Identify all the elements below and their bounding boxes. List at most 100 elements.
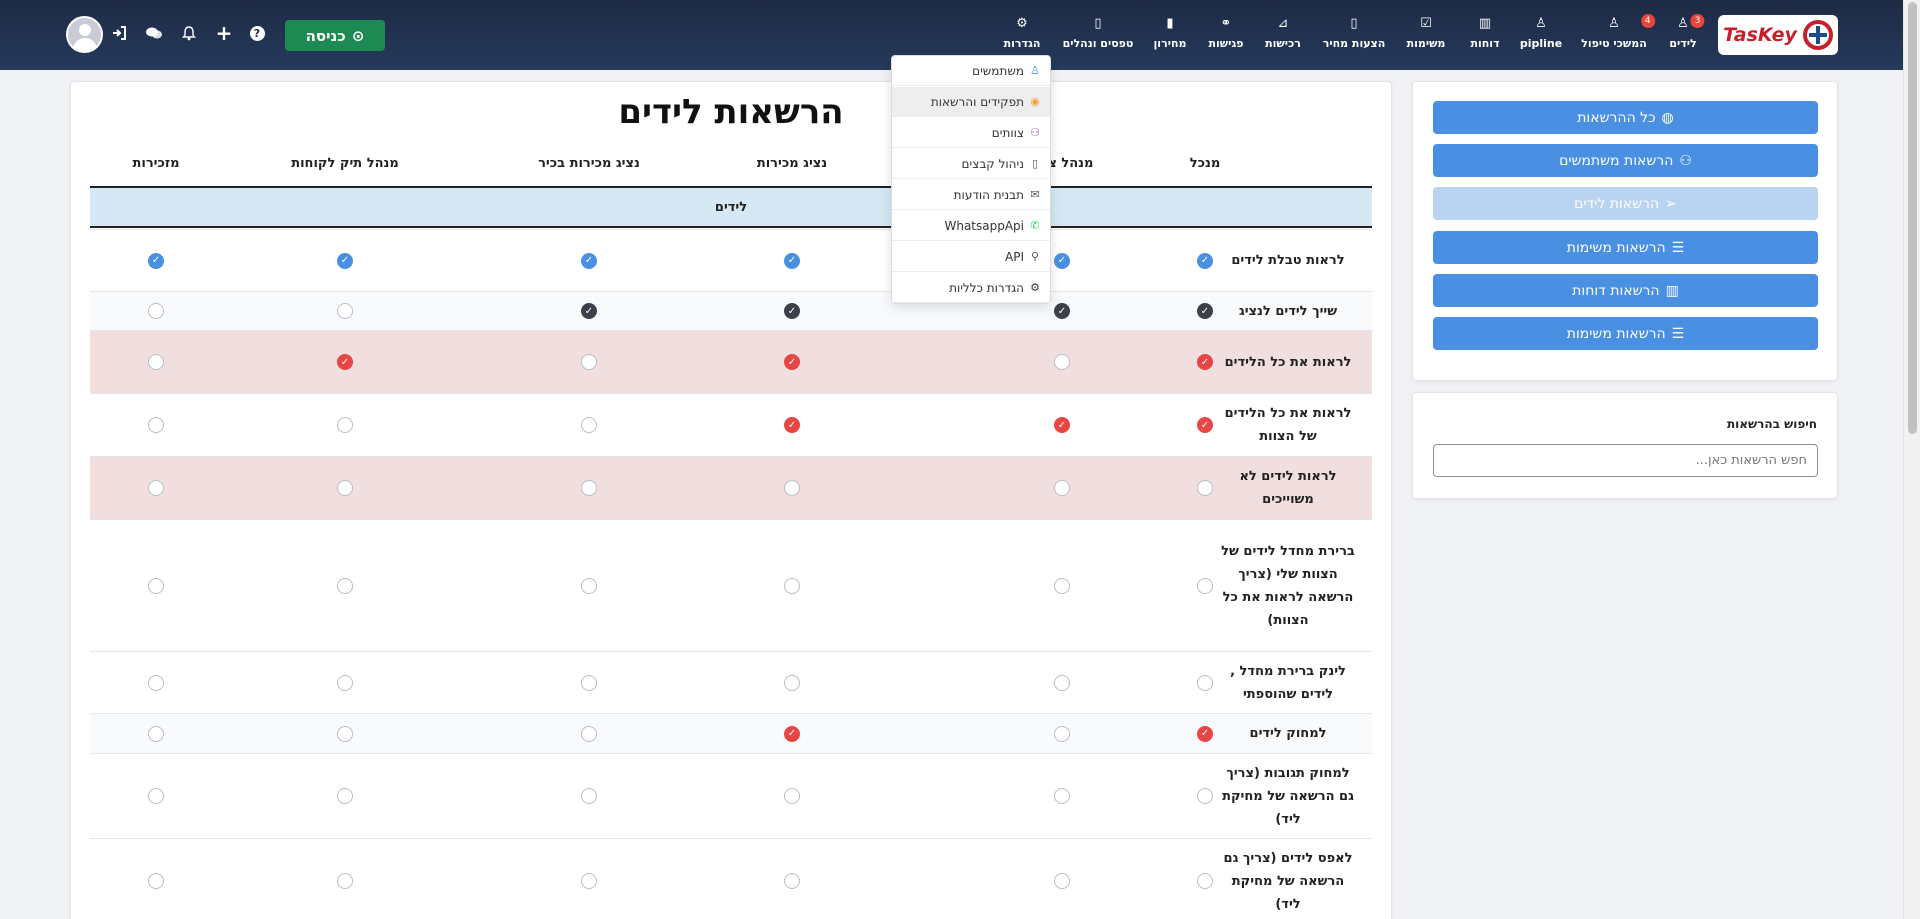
app-logo[interactable]: TasKey bbox=[1718, 15, 1838, 55]
permission-radio-unchecked[interactable] bbox=[1197, 788, 1213, 804]
permission-radio-unchecked[interactable] bbox=[1054, 873, 1070, 889]
permission-radio-unchecked[interactable] bbox=[581, 873, 597, 889]
settings-menu-item[interactable]: ✆ WhatsappApi bbox=[892, 211, 1050, 241]
avatar[interactable] bbox=[66, 16, 103, 53]
enter-button[interactable]: כניסה ⊙ bbox=[285, 20, 385, 51]
permission-radio-unchecked[interactable] bbox=[148, 873, 164, 889]
scrollbar-thumb[interactable] bbox=[1908, 2, 1917, 434]
permission-check-icon[interactable]: ✓ bbox=[1054, 303, 1070, 319]
settings-menu-item[interactable]: ⚲ API bbox=[892, 242, 1050, 272]
permission-radio-unchecked[interactable] bbox=[581, 577, 597, 594]
permission-radio-unchecked[interactable] bbox=[1054, 480, 1070, 496]
nav-item-pipeline[interactable]: ♙ pipline bbox=[1520, 16, 1562, 50]
permission-check-icon[interactable]: ✓ bbox=[784, 725, 800, 742]
permission-radio-unchecked[interactable] bbox=[337, 873, 353, 889]
permission-check-icon[interactable]: ✓ bbox=[1197, 725, 1213, 742]
nav-item-label: טפסים ונהלים bbox=[1062, 37, 1134, 50]
permission-radio-unchecked[interactable] bbox=[784, 577, 800, 594]
permission-check-icon[interactable]: ✓ bbox=[1197, 303, 1213, 319]
permission-radio-unchecked[interactable] bbox=[784, 674, 800, 691]
table-top-divider bbox=[90, 186, 1372, 188]
permission-category-button[interactable]: ☰ הרשאות משימות bbox=[1433, 231, 1818, 264]
permission-category-button[interactable]: ➢ הרשאות לידים bbox=[1433, 187, 1818, 220]
nav-item-purchases[interactable]: ⊿ רכישות bbox=[1265, 16, 1301, 50]
permission-radio-unchecked[interactable] bbox=[581, 417, 597, 433]
permission-check-icon[interactable]: ✓ bbox=[337, 354, 353, 370]
permission-radio-unchecked[interactable] bbox=[784, 480, 800, 496]
permission-radio-unchecked[interactable] bbox=[1054, 674, 1070, 691]
permission-radio-unchecked[interactable] bbox=[148, 354, 164, 370]
permission-radio-unchecked[interactable] bbox=[148, 417, 164, 433]
permission-radio-unchecked[interactable] bbox=[1054, 788, 1070, 804]
nav-item-reports[interactable]: ▥ דוחות bbox=[1470, 16, 1499, 50]
permission-radio-unchecked[interactable] bbox=[148, 674, 164, 691]
nav-item-meetings[interactable]: ⚭ פגישות bbox=[1208, 16, 1243, 50]
permission-radio-unchecked[interactable] bbox=[148, 480, 164, 496]
permission-radio-unchecked[interactable] bbox=[1197, 577, 1213, 594]
permission-check-icon[interactable]: ✓ bbox=[581, 252, 597, 269]
permission-check-icon[interactable]: ✓ bbox=[148, 252, 164, 269]
permission-check-icon[interactable]: ✓ bbox=[784, 303, 800, 319]
nav-item-quotes[interactable]: ▯ הצעות מחיר bbox=[1323, 16, 1386, 50]
permission-radio-unchecked[interactable] bbox=[1054, 725, 1070, 742]
permission-radio-unchecked[interactable] bbox=[337, 674, 353, 691]
permission-radio-unchecked[interactable] bbox=[148, 725, 164, 742]
permission-radio-unchecked[interactable] bbox=[337, 788, 353, 804]
permission-radio-unchecked[interactable] bbox=[148, 577, 164, 594]
permission-radio-unchecked[interactable] bbox=[581, 788, 597, 804]
permission-radio-unchecked[interactable] bbox=[337, 303, 353, 319]
permissions-search-input[interactable] bbox=[1433, 444, 1818, 477]
nav-item-settings[interactable]: ⚙ הגדרות bbox=[1004, 16, 1041, 50]
add-button[interactable]: + bbox=[215, 21, 233, 45]
settings-menu-item[interactable]: ◉ תפקידים והרשאות bbox=[892, 87, 1050, 117]
permission-radio-unchecked[interactable] bbox=[581, 725, 597, 742]
permission-category-button[interactable]: ▥ הרשאות דוחות bbox=[1433, 274, 1818, 307]
nav-item-followups[interactable]: ♙ המשכי טיפול 4 bbox=[1581, 14, 1655, 50]
permission-check-icon[interactable]: ✓ bbox=[1197, 354, 1213, 370]
login-button[interactable] bbox=[110, 24, 128, 42]
permission-radio-unchecked[interactable] bbox=[581, 480, 597, 496]
permission-radio-unchecked[interactable] bbox=[337, 417, 353, 433]
settings-menu-item[interactable]: ♙ משתמשים bbox=[892, 56, 1050, 86]
permission-check-icon[interactable]: ✓ bbox=[581, 303, 597, 319]
settings-menu-item[interactable]: ⚙ הגדרות כלליות bbox=[892, 273, 1050, 303]
settings-menu-item[interactable]: ✉ תבנית הודעות bbox=[892, 180, 1050, 210]
settings-menu-item[interactable]: ▯ ניהול קבצים bbox=[892, 149, 1050, 179]
permission-radio-unchecked[interactable] bbox=[148, 303, 164, 319]
permission-category-button[interactable]: ◍ כל ההרשאות bbox=[1433, 101, 1818, 134]
permission-radio-unchecked[interactable] bbox=[581, 354, 597, 370]
permission-radio-unchecked[interactable] bbox=[784, 788, 800, 804]
chat-button[interactable] bbox=[145, 24, 163, 42]
envelope-icon: ✉ bbox=[1030, 188, 1040, 201]
nav-item-forms[interactable]: ▯ טפסים ונהלים bbox=[1063, 16, 1134, 50]
permission-check-icon[interactable]: ✓ bbox=[1054, 252, 1070, 269]
permission-check-icon[interactable]: ✓ bbox=[1054, 417, 1070, 433]
permission-radio-unchecked[interactable] bbox=[1054, 354, 1070, 370]
permission-radio-unchecked[interactable] bbox=[581, 674, 597, 691]
permission-radio-unchecked[interactable] bbox=[1197, 873, 1213, 889]
permission-radio-unchecked[interactable] bbox=[337, 480, 353, 496]
page-scrollbar[interactable] bbox=[1903, 0, 1920, 919]
file-icon: ▯ bbox=[1031, 157, 1039, 170]
permission-check-icon[interactable]: ✓ bbox=[1197, 417, 1213, 433]
settings-menu-item[interactable]: ⚇ צוותים bbox=[892, 118, 1050, 148]
permission-radio-unchecked[interactable] bbox=[784, 873, 800, 889]
nav-item-leads[interactable]: ♙ לידים 3 bbox=[1669, 14, 1705, 50]
permission-check-icon[interactable]: ✓ bbox=[337, 252, 353, 269]
permission-check-icon[interactable]: ✓ bbox=[784, 417, 800, 433]
permission-radio-unchecked[interactable] bbox=[148, 788, 164, 804]
permission-radio-unchecked[interactable] bbox=[1197, 674, 1213, 691]
permission-check-icon[interactable]: ✓ bbox=[1197, 252, 1213, 269]
permission-radio-unchecked[interactable] bbox=[337, 725, 353, 742]
permission-radio-unchecked[interactable] bbox=[1054, 577, 1070, 594]
permission-category-button[interactable]: ☰ הרשאות משימות bbox=[1433, 317, 1818, 350]
nav-item-pricelist[interactable]: ▮ מחירון bbox=[1154, 16, 1187, 50]
permission-check-icon[interactable]: ✓ bbox=[784, 252, 800, 269]
permission-radio-unchecked[interactable] bbox=[1197, 480, 1213, 496]
permission-category-button[interactable]: ⚇ הרשאות משתמשים bbox=[1433, 144, 1818, 177]
nav-item-tasks[interactable]: ☑ משימות bbox=[1407, 16, 1446, 50]
help-button[interactable]: ? bbox=[248, 24, 266, 42]
permission-radio-unchecked[interactable] bbox=[337, 577, 353, 594]
permission-check-icon[interactable]: ✓ bbox=[784, 354, 800, 370]
notifications-button[interactable] bbox=[180, 24, 198, 42]
